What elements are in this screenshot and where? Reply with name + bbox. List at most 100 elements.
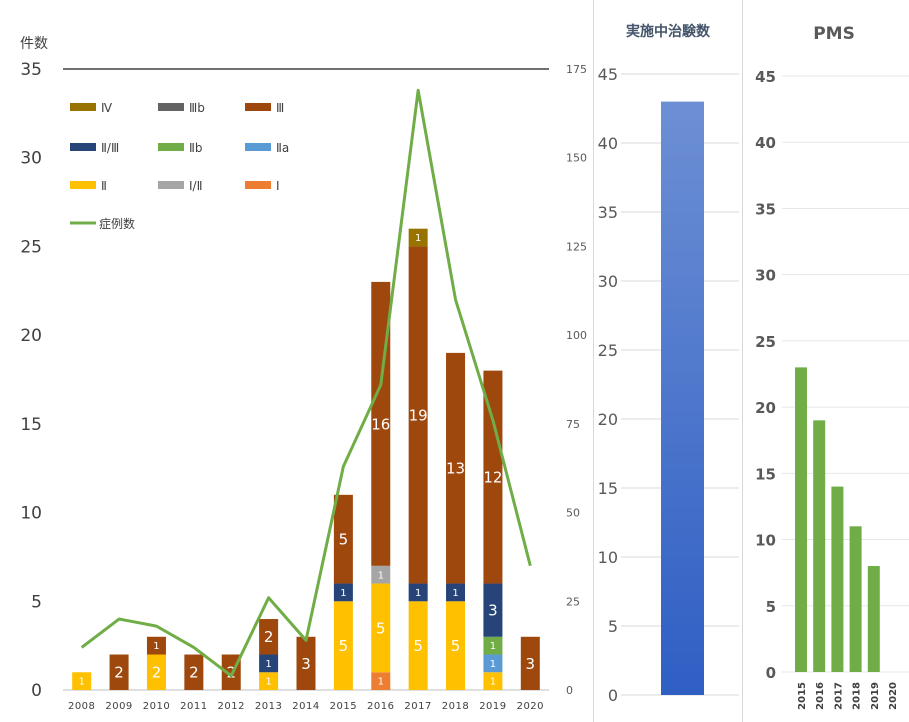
legend-swatch (158, 181, 184, 189)
data-label: 1 (415, 233, 421, 244)
legend-label: Ⅲb (189, 101, 205, 115)
data-label: 1 (378, 677, 384, 688)
bar-segment (184, 654, 204, 690)
data-label: 1 (378, 570, 384, 581)
line-series-case-count (80, 88, 532, 678)
y-tick-label: 5 (31, 592, 42, 612)
bar-ongoing-trials (661, 101, 704, 696)
data-label: 5 (339, 637, 349, 655)
data-label: 5 (376, 619, 386, 637)
bar-segment (483, 672, 503, 690)
data-label: 1 (153, 641, 159, 652)
y-tick-label: 25 (20, 237, 42, 257)
bar-segment (259, 672, 279, 690)
x-tick-label: 2013 (255, 701, 282, 712)
y-tick-label: 0 (608, 686, 618, 705)
bar-segment (146, 654, 166, 690)
y-tick-label: 40 (755, 134, 776, 152)
legend-label: Ⅱb (189, 141, 203, 155)
bar-pms (849, 526, 862, 672)
y-tick-label: 5 (608, 617, 618, 636)
y-tick-label: 10 (20, 504, 42, 524)
y-tick-label: 20 (20, 326, 42, 346)
ongoing-trials-panel: 実施中治験数 0 5 10 15 20 25 30 35 40 45 (593, 0, 742, 722)
x-tick-label: 2019 (870, 682, 881, 710)
legend-label: Ⅲ (276, 101, 284, 115)
x-tick-label: 2011 (180, 701, 207, 712)
data-label: 3 (526, 655, 536, 673)
data-label: 1 (415, 588, 421, 599)
data-label: 2 (114, 664, 124, 682)
x-tick-label: 2014 (292, 701, 319, 712)
y-tick-label: 0 (766, 664, 776, 682)
y-tick-label: 40 (598, 134, 618, 153)
data-label: 2 (152, 664, 162, 682)
bar-segment (483, 654, 503, 673)
chart-title: PMS (813, 24, 855, 44)
data-label: 12 (483, 468, 502, 486)
y-tick-label: 10 (598, 548, 618, 567)
y-tick-label: 45 (598, 65, 618, 84)
y-tick-label: 20 (598, 410, 618, 429)
x-tick-label: 2018 (442, 701, 469, 712)
stacked-bar-chart-panel: 件数 0 5 10 15 20 25 30 35 0 25 50 75 100 125 150 175 2008 2… (20, 36, 587, 712)
legend-label: Ⅳ (101, 101, 112, 115)
legend-label: Ⅱa (276, 141, 289, 155)
x-tick-label: 2018 (852, 682, 863, 710)
legend-swatch (158, 103, 184, 111)
y-tick-label: 20 (755, 399, 776, 417)
legend-swatch (70, 103, 96, 111)
data-label: 5 (451, 637, 461, 655)
ongoing-trials-chart: 実施中治験数 0 5 10 15 20 25 30 35 40 45 (598, 23, 739, 705)
data-label: 1 (490, 677, 496, 688)
legend-swatch (245, 143, 271, 151)
x-tick-label: 2017 (404, 701, 431, 712)
y2-tick-label: 150 (566, 152, 587, 165)
legend-swatch (70, 143, 96, 151)
y2-tick-label: 100 (566, 329, 587, 342)
x-tick-label: 2009 (105, 701, 132, 712)
bar-segment (333, 583, 353, 602)
data-label: 1 (265, 659, 271, 670)
y-tick-label: 10 (755, 532, 776, 550)
bar-segment (371, 565, 391, 584)
y-axis-unit-label: 件数 (20, 36, 48, 52)
legend-label: Ⅱ/Ⅲ (101, 141, 119, 155)
data-label: 2 (264, 628, 274, 646)
y-tick-label: 45 (755, 68, 776, 86)
y2-tick-label: 25 (566, 595, 580, 608)
data-label: 13 (446, 460, 465, 478)
x-tick-label: 2019 (479, 701, 506, 712)
y2-tick-label: 125 (566, 240, 587, 253)
x-tick-label: 2015 (797, 682, 808, 710)
bar-segment (483, 636, 503, 655)
y-tick-label: 35 (598, 203, 618, 222)
bar-segment (259, 619, 279, 655)
y-tick-label: 0 (31, 681, 42, 701)
data-label: 1 (265, 677, 271, 688)
y2-tick-label: 0 (566, 684, 573, 697)
bar-segment (146, 636, 166, 655)
x-tick-label: 2016 (367, 701, 394, 712)
x-tick-label: 2015 (330, 701, 357, 712)
y2-tick-label: 175 (566, 63, 587, 76)
y-tick-label: 25 (598, 341, 618, 360)
y2-tick-label: 50 (566, 507, 580, 520)
y-tick-label: 35 (20, 60, 42, 80)
data-label: 3 (301, 655, 311, 673)
chart-title: 実施中治験数 (626, 23, 711, 40)
y-tick-label: 35 (755, 200, 776, 218)
bar-segment (483, 370, 503, 584)
y-tick-label: 25 (755, 333, 776, 351)
data-label: 1 (490, 659, 496, 670)
bar-segment (333, 601, 353, 690)
y-tick-label: 15 (755, 465, 776, 483)
x-tick-label: 2010 (143, 701, 170, 712)
bar-segment (446, 352, 466, 584)
legend-label: 症例数 (99, 216, 135, 231)
y-tick-label: 30 (20, 149, 42, 169)
y-tick-label: 15 (598, 479, 618, 498)
bar-segment (259, 654, 279, 673)
bar-segment (72, 672, 92, 690)
legend-swatch (158, 143, 184, 151)
